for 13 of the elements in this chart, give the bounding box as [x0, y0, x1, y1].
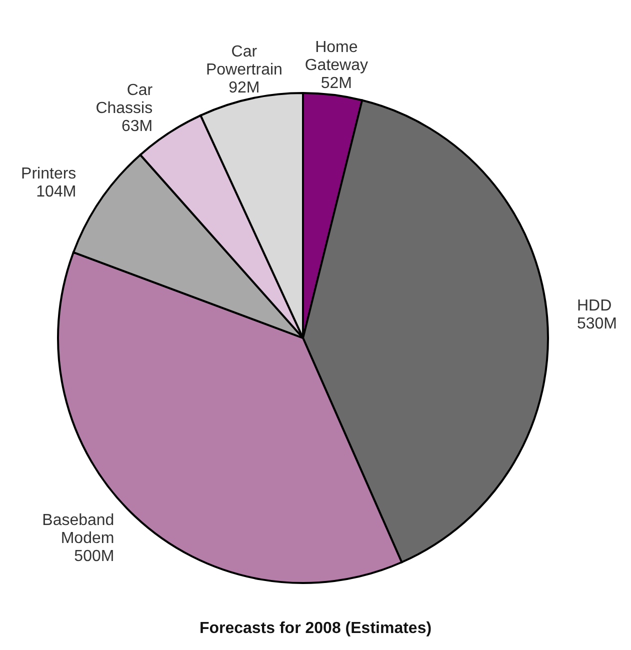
slice-label: Baseband Modem — [42, 512, 114, 547]
data-label: 92M — [228, 79, 260, 96]
data-label: 104M — [36, 184, 76, 201]
slice-label: Printers — [21, 166, 76, 183]
text: Forecasts for 2008 (Estimates) — [198, 620, 433, 638]
data-label: 52M — [320, 75, 352, 92]
data-label: 530M — [576, 316, 618, 333]
slice-label: Car Chassis — [96, 82, 154, 117]
slice-label: HDD — [576, 298, 612, 315]
slice-label: Home Gateway — [304, 39, 368, 74]
data-label: 63M — [121, 118, 153, 135]
data-label: 500M — [74, 548, 114, 565]
slice-label: Car Powertrain — [206, 43, 282, 78]
